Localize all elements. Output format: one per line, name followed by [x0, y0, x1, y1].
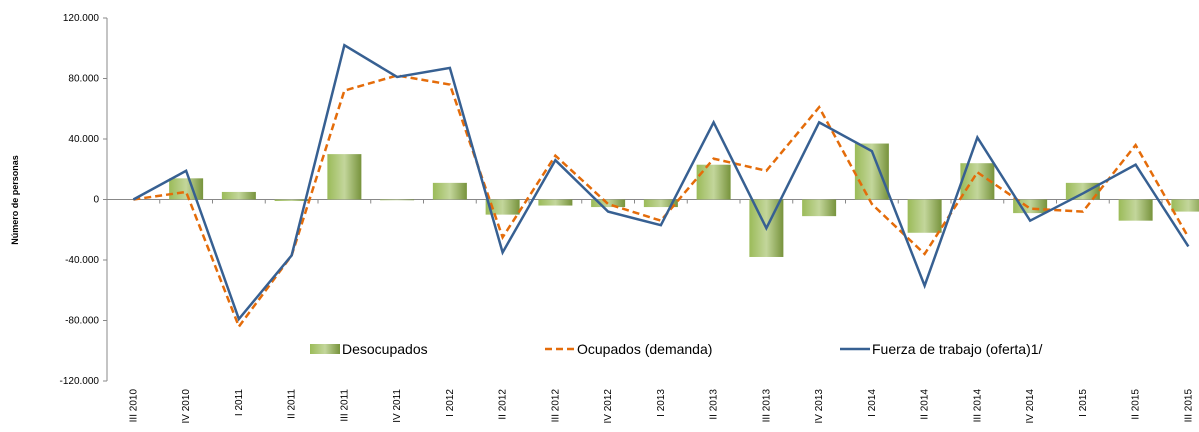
y-tick-label: 40.000 [68, 134, 99, 145]
bar [696, 164, 731, 200]
x-tick-label: III 2010 [128, 389, 139, 423]
bar [802, 199, 837, 217]
x-tick-label: III 2015 [1183, 389, 1194, 423]
legend-label: Desocupados [342, 341, 428, 357]
y-tick-label: -40.000 [65, 255, 99, 266]
bar [432, 182, 467, 200]
legend-swatch [310, 344, 340, 354]
bar [274, 199, 309, 202]
bar [643, 199, 678, 208]
bar [538, 199, 573, 206]
bar [1065, 182, 1100, 200]
legend-label: Ocupados (demanda) [577, 341, 712, 357]
x-tick-label: III 2012 [550, 389, 561, 423]
x-tick-label: II 2015 [1131, 389, 1142, 420]
x-tick-label: III 2014 [972, 389, 983, 423]
y-tick-label: 120.000 [63, 13, 100, 24]
x-tick-label: IV 2010 [181, 389, 192, 424]
line [133, 74, 1190, 330]
x-tick-label: III 2011 [339, 389, 350, 422]
x-tick-label: I 2014 [867, 389, 878, 417]
x-tick-label: I 2012 [445, 389, 456, 417]
bar [221, 191, 256, 200]
bar [169, 178, 204, 200]
bar [1118, 199, 1153, 221]
x-tick-label: II 2012 [498, 389, 509, 420]
x-tick-label: IV 2014 [1025, 389, 1036, 424]
bar [327, 154, 362, 200]
x-tick-label: I 2013 [656, 389, 667, 417]
x-tick-label: II 2011 [287, 389, 298, 419]
bar [380, 199, 415, 201]
x-tick-label: IV 2013 [814, 389, 825, 424]
line [132, 43, 1190, 322]
y-tick-label: -120.000 [60, 376, 100, 387]
y-tick-label: -80.000 [65, 316, 99, 327]
y-tick-label: 0 [93, 195, 99, 206]
bar [1171, 199, 1199, 212]
y-axis-label: Número de personas [10, 155, 20, 245]
bar [485, 199, 520, 215]
legend-label: Fuerza de trabajo (oferta)1/ [872, 341, 1043, 357]
x-tick-label: II 2014 [920, 389, 931, 420]
x-tick-label: IV 2012 [603, 389, 614, 424]
x-tick-label: I 2011 [234, 389, 245, 416]
bar [907, 199, 942, 233]
y-tick-label: 80.000 [68, 74, 99, 85]
x-tick-label: IV 2011 [392, 389, 403, 423]
x-tick-label: III 2013 [761, 389, 772, 423]
x-tick-label: II 2013 [709, 389, 720, 420]
x-tick-label: I 2015 [1078, 389, 1089, 417]
